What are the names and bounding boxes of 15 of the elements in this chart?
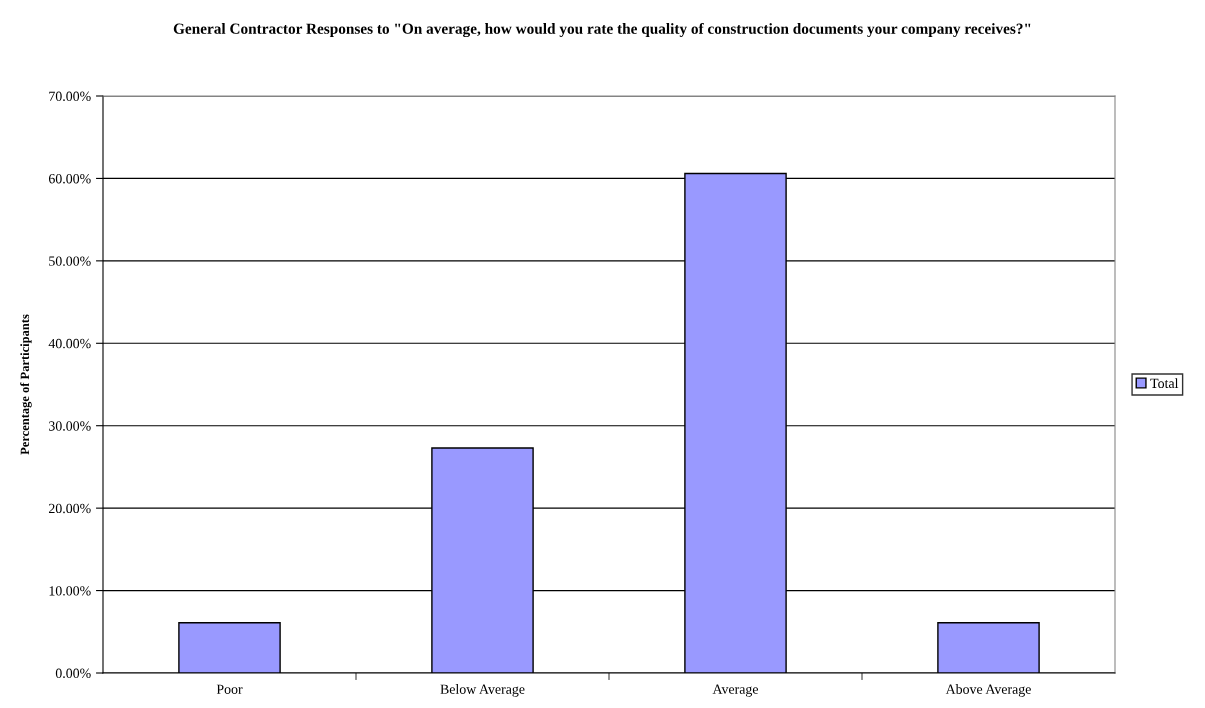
legend-label: Total xyxy=(1150,378,1179,389)
y-tick-label: 50.00% xyxy=(49,256,91,266)
y-tick-label: 10.00% xyxy=(49,586,91,596)
y-tick-label: 60.00% xyxy=(48,174,91,184)
chart-title: General Contractor Responses to "On average, how would you rate the quality of construction documents your company receives?" xyxy=(173,22,1031,38)
y-tick-label: 40.00% xyxy=(48,338,91,349)
y-tick-label: 0.00% xyxy=(55,668,91,679)
x-tick-label: Poor xyxy=(216,684,243,694)
x-tick-label: Above Average xyxy=(945,684,1031,697)
y-tick-label: 70.00% xyxy=(49,91,91,102)
y-axis-title: Percentage of Participants xyxy=(20,314,32,455)
y-tick-label: 30.00% xyxy=(49,421,91,431)
x-tick-label: Below Average xyxy=(440,684,525,697)
y-tick-label: 20.00% xyxy=(48,503,91,514)
x-tick-label: Average xyxy=(712,684,759,697)
